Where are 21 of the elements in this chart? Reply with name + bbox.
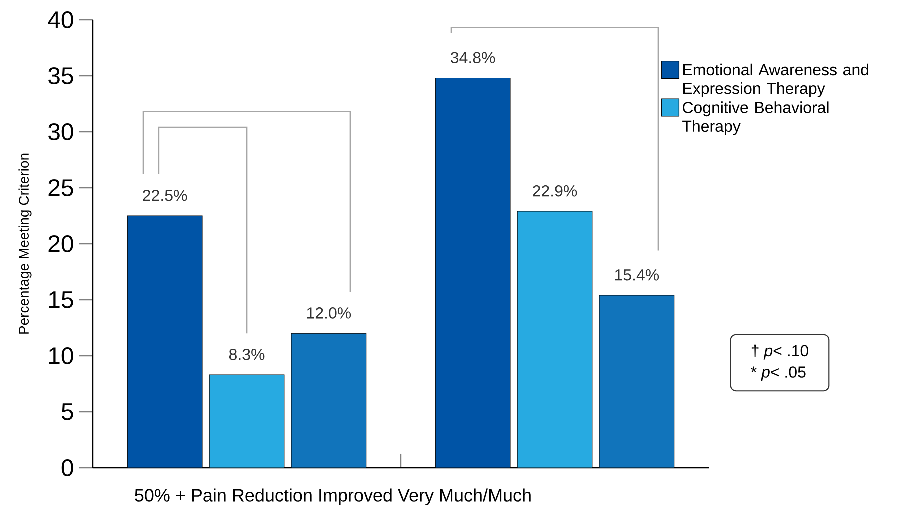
legend-label: Cognitive Behavioral Therapy [682,102,829,136]
data-label: 34.8% [451,52,496,64]
y-tick-label: 40 [48,11,74,28]
legend-label: Emotional Awareness and Expression Therapy [684,64,868,98]
y-tick-label: 30 [48,123,74,140]
y-tick-label: 15 [49,292,74,308]
data-label: 8.3% [229,348,265,360]
y-axis-title: Percentage Meeting Criterion [18,154,32,334]
data-label: 15.4% [615,270,660,281]
data-label: 12.0% [307,308,352,319]
data-label: 22.9% [533,185,578,197]
y-tick-label: 20 [48,235,74,252]
text: *p< .05 [751,366,806,382]
y-tick-label: 10 [49,347,74,364]
y-tick-label: 5 [62,404,74,420]
y-tick-label: 35 [48,67,74,84]
text: † p< .10 [752,344,809,360]
data-label: 22.5% [143,190,188,202]
y-tick-label: 25 [48,179,74,196]
x-axis-title: 50% + Pain Reduction Improved Very Much/Much [135,488,531,506]
y-tick-label: 0 [62,459,74,476]
